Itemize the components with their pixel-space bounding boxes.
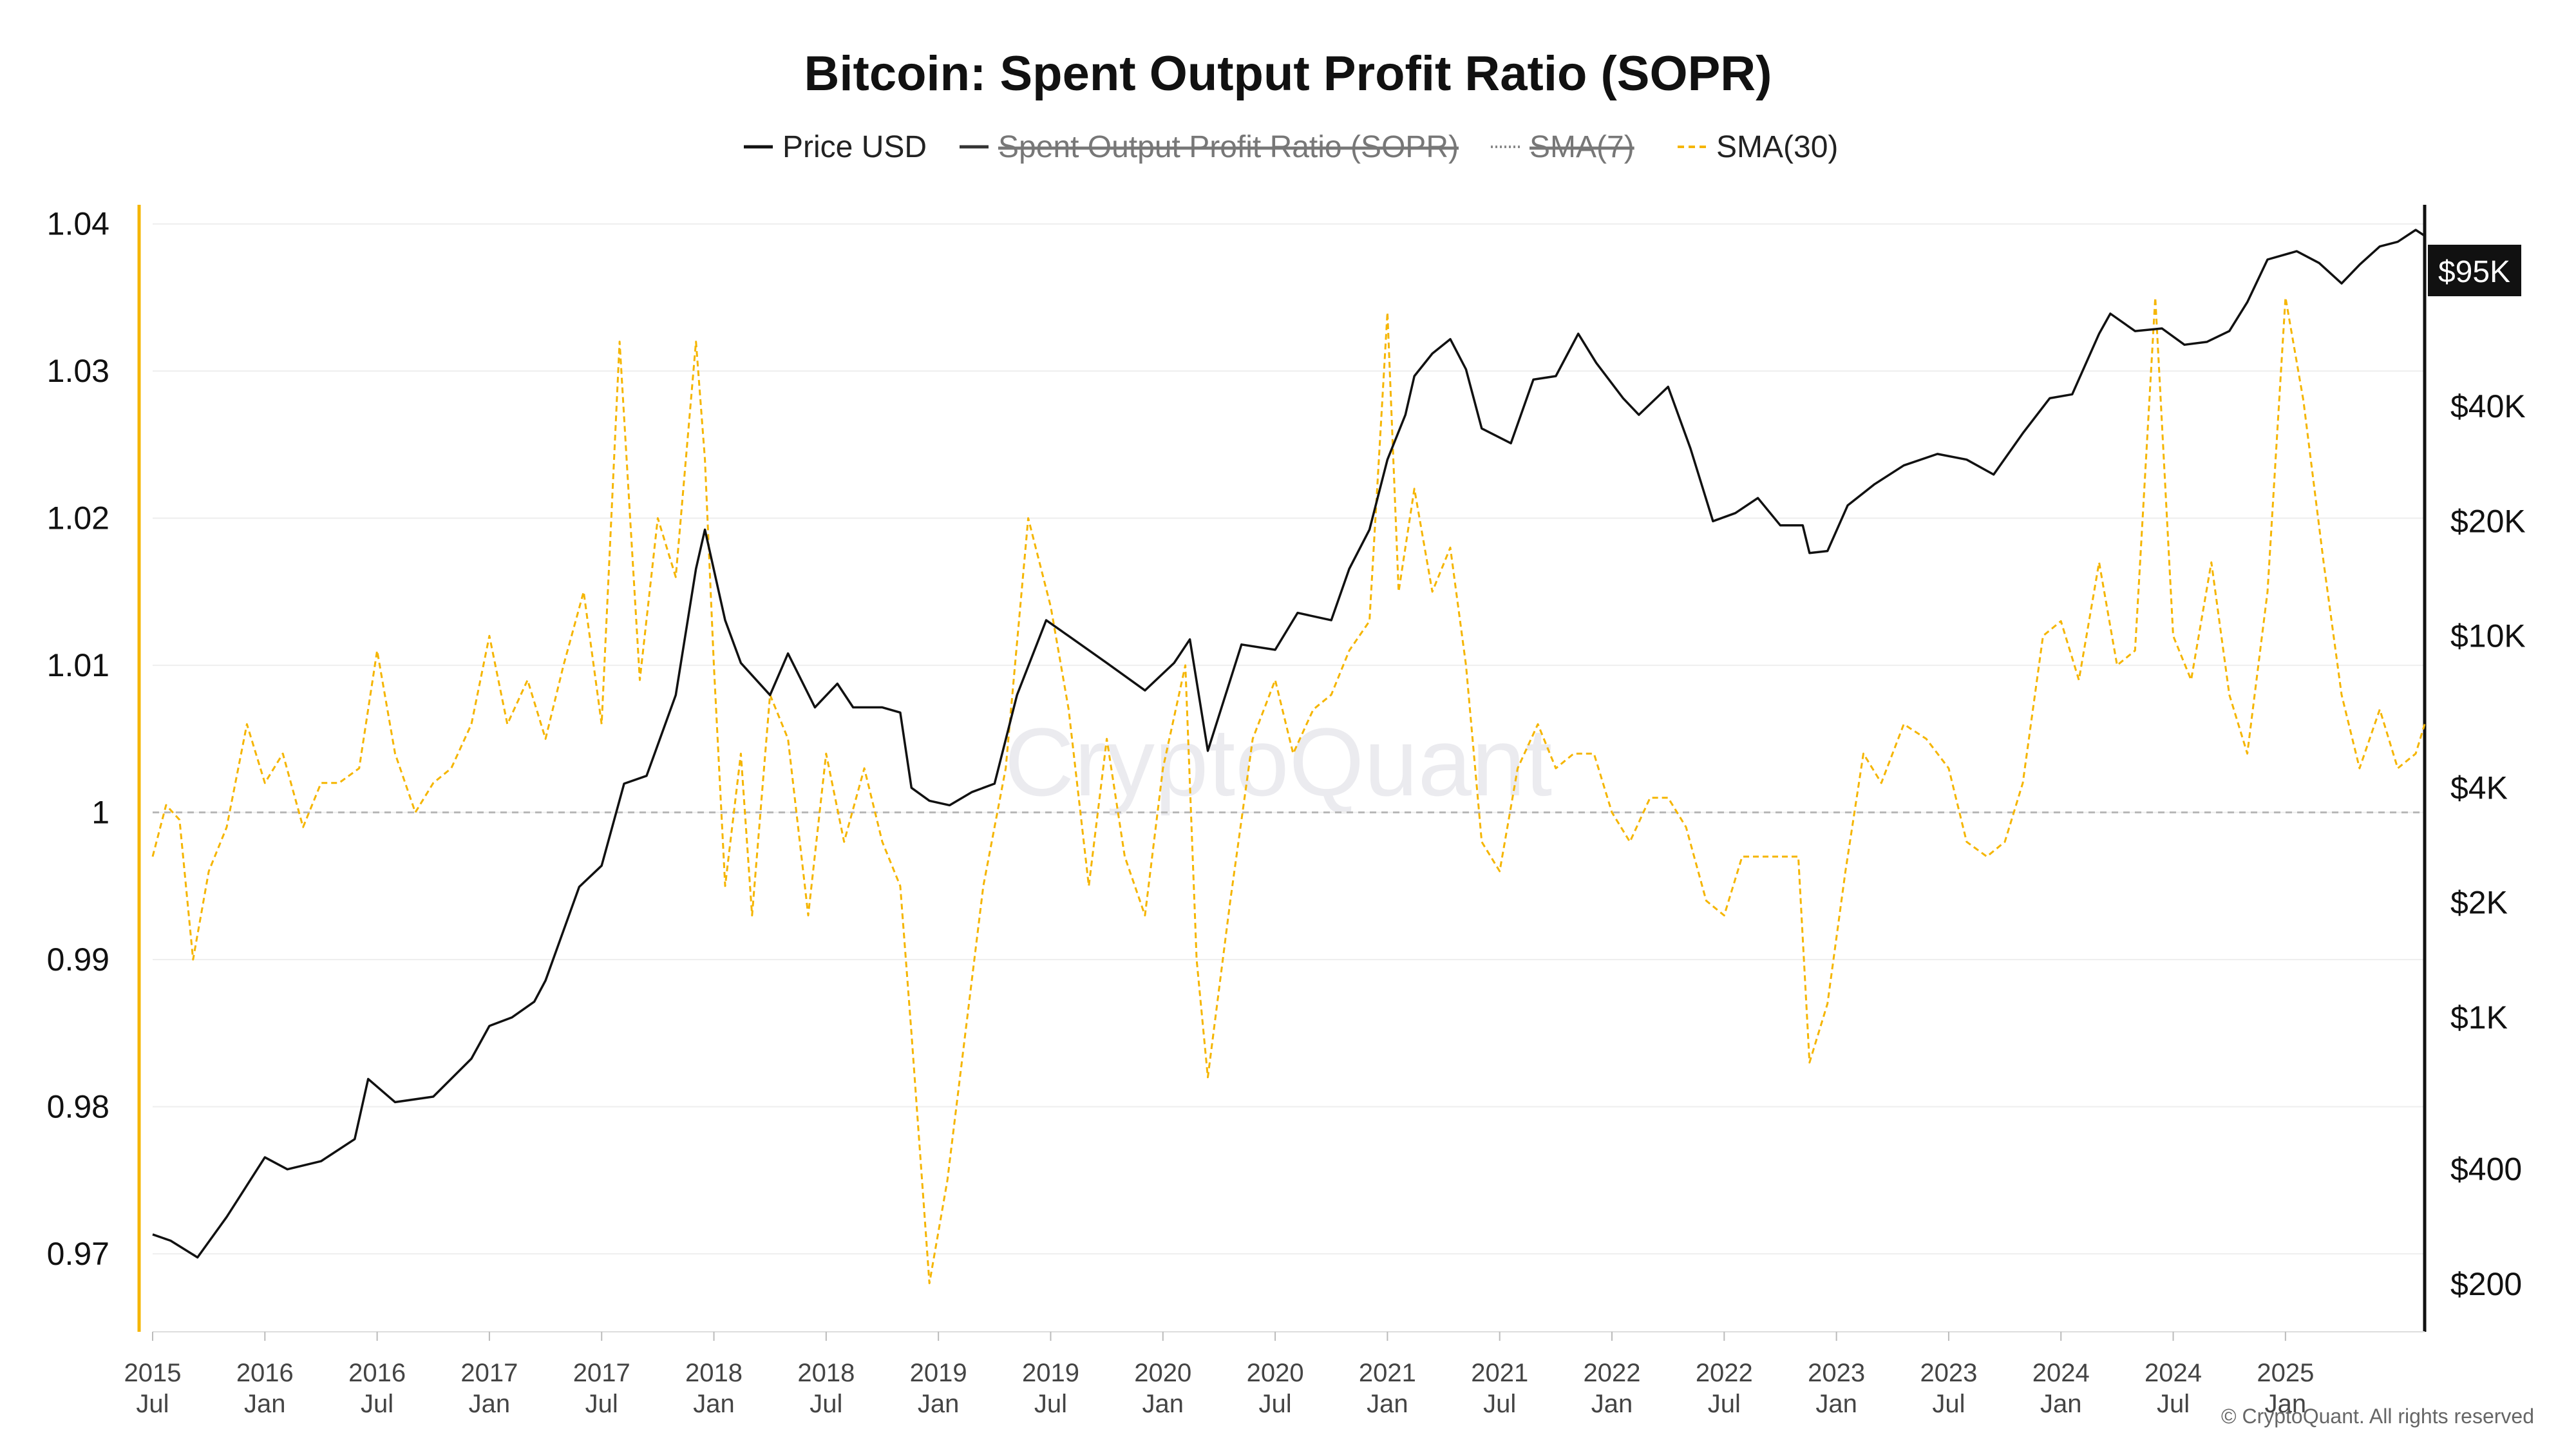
price-usd-line <box>152 229 2425 1259</box>
x-tick-month: Jul <box>1034 1390 1067 1418</box>
x-tick-month: Jan <box>693 1390 735 1418</box>
x-tick-month: Jan <box>1815 1390 1857 1418</box>
x-tick-month: Jul <box>810 1390 842 1418</box>
legend-item-sma30[interactable]: SMA(30) <box>1678 130 1838 164</box>
x-tick-month: Jul <box>1259 1390 1292 1418</box>
left-tick-label: 1 <box>91 795 109 831</box>
x-tick-year: 2015 <box>124 1359 182 1387</box>
x-tick-month: Jan <box>469 1390 511 1418</box>
x-tick-year: 2023 <box>1920 1359 1977 1387</box>
right-axis-ticks: $200 $400 $1K $2K $4K $10K $20K $40K <box>2450 388 2526 1302</box>
x-tick-year: 2016 <box>348 1359 406 1387</box>
x-tick-month: Jan <box>1367 1390 1408 1418</box>
axes <box>137 205 2427 1332</box>
x-tick-month: Jan <box>1591 1390 1633 1418</box>
right-tick-label: $200 <box>2450 1266 2522 1302</box>
legend-label-sma7: SMA(7) <box>1530 130 1634 164</box>
x-tick-year: 2024 <box>2145 1359 2202 1387</box>
x-tick-year: 2024 <box>2032 1359 2090 1387</box>
x-tick-year: 2017 <box>573 1359 630 1387</box>
right-tick-label: $400 <box>2450 1151 2522 1188</box>
x-tick-year: 2020 <box>1134 1359 1191 1387</box>
x-tick-year: 2019 <box>910 1359 967 1387</box>
x-tick-month: Jan <box>918 1390 960 1418</box>
right-tick-label: $4K <box>2450 770 2508 806</box>
x-tick-year: 2019 <box>1022 1359 1079 1387</box>
legend-item-sopr[interactable]: Spent Output Profit Ratio (SOPR) <box>960 130 1459 164</box>
price-badge: $95K <box>2428 245 2521 296</box>
right-tick-label: $2K <box>2450 885 2508 921</box>
legend-item-price-usd[interactable]: Price USD <box>744 130 927 164</box>
price-badge-bg <box>2428 245 2521 296</box>
x-tick-year: 2017 <box>460 1359 518 1387</box>
left-tick-label: 0.98 <box>47 1088 109 1124</box>
x-tick-year: 2018 <box>797 1359 855 1387</box>
x-tick-year: 2016 <box>236 1359 294 1387</box>
grid-lines <box>153 223 2425 1255</box>
left-tick-label: 0.97 <box>47 1236 109 1272</box>
x-tick-year: 2023 <box>1808 1359 1865 1387</box>
x-tick-year: 2020 <box>1247 1359 1304 1387</box>
x-tick-month: Jan <box>244 1390 286 1418</box>
right-tick-label: $10K <box>2450 618 2526 654</box>
x-tick-month: Jul <box>1932 1390 1965 1418</box>
legend-label-sma30: SMA(30) <box>1716 130 1838 164</box>
price-badge-text: $95K <box>2438 255 2510 289</box>
watermark: CryptoQuant <box>1005 708 1552 816</box>
price-usd-series <box>152 229 2425 1259</box>
x-tick-month: Jul <box>1483 1390 1516 1418</box>
x-tick-month: Jan <box>1142 1390 1184 1418</box>
x-tick-month: Jul <box>2157 1390 2190 1418</box>
x-tick-month: Jul <box>585 1390 618 1418</box>
x-tick-month: Jul <box>136 1390 169 1418</box>
x-tick-year: 2025 <box>2257 1359 2314 1387</box>
right-tick-label: $1K <box>2450 999 2508 1036</box>
x-tick-year: 2022 <box>1696 1359 1753 1387</box>
x-tick-year: 2021 <box>1471 1359 1528 1387</box>
right-tick-label: $40K <box>2450 388 2526 424</box>
sma30-series <box>151 296 2426 1285</box>
left-tick-label: 1.03 <box>47 353 109 389</box>
right-tick-label: $20K <box>2450 503 2526 539</box>
x-tick-month: Jul <box>1708 1390 1741 1418</box>
legend-label-price-usd: Price USD <box>782 130 927 164</box>
left-tick-label: 1.01 <box>47 647 109 683</box>
left-axis-ticks: 0.97 0.98 0.99 1 1.01 1.02 1.03 1.04 <box>47 206 109 1272</box>
left-tick-label: 1.04 <box>47 206 109 242</box>
x-tick-year: 2021 <box>1359 1359 1416 1387</box>
x-tick-year: 2018 <box>685 1359 743 1387</box>
left-tick-label: 0.99 <box>47 942 109 978</box>
x-axis-ticks: 2015 Jul 2016 Jan 2016 Jul 2017 Jan 2017 Jul 2018 J… <box>124 1332 2314 1418</box>
x-tick-month: Jan <box>2040 1390 2082 1418</box>
left-tick-label: 1.02 <box>47 500 109 536</box>
legend-label-sopr: Spent Output Profit Ratio (SOPR) <box>998 130 1459 164</box>
x-tick-month: Jan <box>2265 1390 2307 1418</box>
chart-title: Bitcoin: Spent Output Profit Ratio (SOPR… <box>804 46 1772 101</box>
chart-legend: Price USD Spent Output Profit Ratio (SOP… <box>744 130 1838 164</box>
legend-item-sma7[interactable]: SMA(7) <box>1491 130 1634 164</box>
x-tick-month: Jul <box>361 1390 393 1418</box>
copyright-notice: © CryptoQuant. All rights reserved <box>2221 1405 2534 1428</box>
x-tick-year: 2022 <box>1584 1359 1641 1387</box>
